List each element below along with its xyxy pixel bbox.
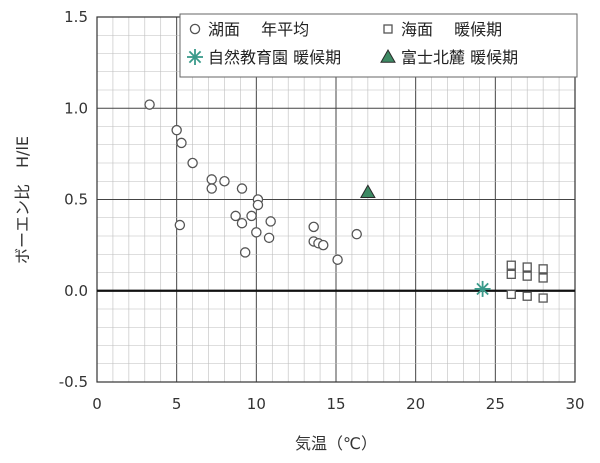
x-tick-label: 5 [172, 395, 182, 413]
legend-box [179, 13, 578, 78]
data-point [506, 260, 516, 270]
data-point [351, 228, 362, 240]
series-triangle [360, 184, 376, 198]
data-point [506, 289, 516, 300]
data-point [230, 210, 241, 222]
data-point [263, 232, 275, 244]
y-tick-label: -0.5 [59, 373, 88, 391]
data-point [474, 280, 491, 297]
data-point [522, 271, 532, 281]
x-tick-label: 10 [247, 395, 266, 413]
data-point [171, 124, 182, 136]
legend-label: 湖面 年平均 [208, 20, 309, 39]
data-marks [144, 99, 548, 303]
y-tick-label: 0.0 [64, 282, 88, 300]
legend-item: 自然教育園 暖候期 [187, 48, 341, 67]
data-point [522, 291, 532, 301]
data-point [318, 239, 329, 251]
x-tick-label: 20 [406, 395, 425, 413]
y-tick-label: 0.5 [64, 191, 88, 209]
data-point [236, 217, 248, 229]
data-point [265, 216, 276, 227]
series-circle [144, 99, 362, 265]
data-point [252, 199, 264, 211]
data-point [206, 174, 217, 185]
data-point [360, 184, 376, 198]
data-point [251, 227, 262, 238]
y-tick-label: 1.5 [64, 8, 88, 26]
legend-item: 富士北麓 暖候期 [380, 48, 518, 67]
legend-label: 海面 暖候期 [401, 20, 502, 39]
x-tick-label: 15 [326, 395, 345, 413]
data-point [538, 264, 548, 274]
axes: 0 5 10 15 20 25 30 1.5 1.0 0.5 0.0 -0.5 [59, 8, 585, 413]
series-square [506, 260, 548, 303]
x-tick-label: 30 [565, 395, 584, 413]
data-point [332, 254, 343, 265]
legend-item: 海面 暖候期 [383, 20, 502, 39]
data-point [187, 157, 198, 169]
data-point [236, 183, 248, 194]
data-point [538, 293, 548, 303]
data-point [522, 262, 532, 272]
y-axis-title: ボーエン比 H/lE [13, 136, 32, 264]
data-point [308, 221, 319, 233]
x-tick-label: 0 [92, 395, 102, 413]
legend-marker [187, 49, 203, 65]
x-tick-label: 25 [486, 395, 505, 413]
data-point [174, 219, 186, 231]
data-point [206, 183, 217, 194]
x-axis-title: 気温（℃） [295, 434, 377, 453]
data-point [538, 273, 548, 283]
data-point [239, 247, 251, 258]
legend-marker [189, 23, 201, 35]
data-point [506, 269, 516, 279]
series-asterisk [474, 280, 491, 297]
data-point [219, 175, 230, 187]
legend-item: 湖面 年平均 [189, 20, 309, 39]
legend-marker [383, 24, 393, 34]
legend-marker [380, 48, 396, 63]
data-point [246, 210, 257, 222]
data-point [176, 137, 187, 149]
data-point [144, 99, 155, 110]
y-tick-label: 1.0 [64, 99, 88, 117]
legend-label: 富士北麓 暖候期 [401, 48, 518, 67]
legend-label: 自然教育園 暖候期 [208, 48, 341, 67]
